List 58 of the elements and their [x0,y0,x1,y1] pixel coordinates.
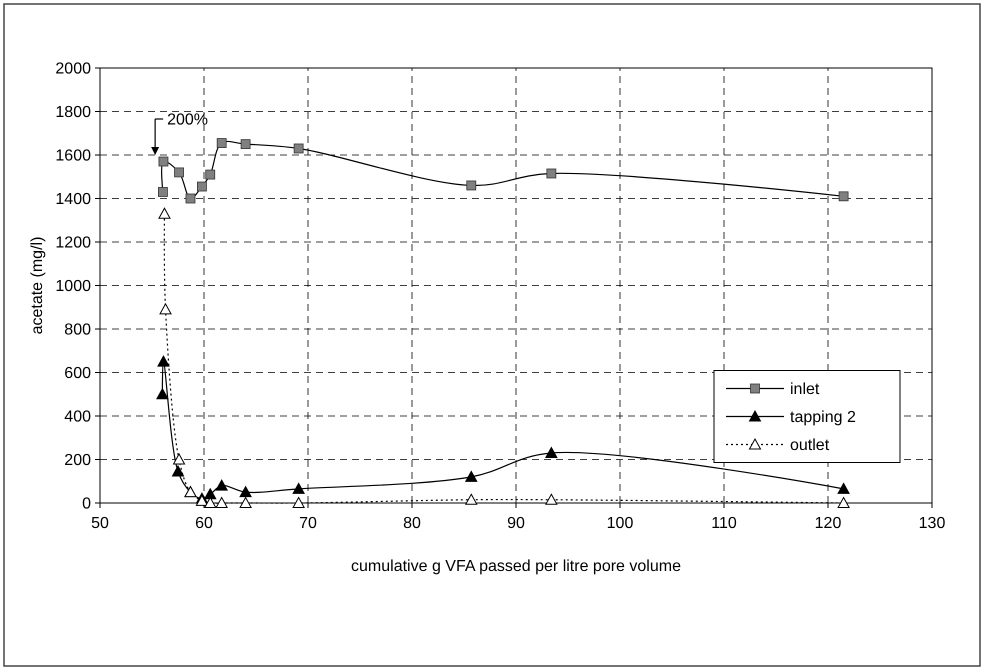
x-tick-label: 110 [711,515,737,532]
y-tick-label: 1000 [55,278,92,296]
point [156,388,168,400]
x-tick-label: 130 [918,515,946,532]
point [465,470,478,482]
x-tick-label: 120 [814,515,842,532]
legend-label: inlet [790,381,820,398]
point [172,465,184,476]
point [186,194,196,204]
y-tick-label: 1200 [55,234,92,252]
point [294,144,304,154]
point [173,454,186,464]
point [158,156,168,166]
x-tick-label: 70 [299,515,317,532]
point [216,497,228,508]
y-tick-label: 0 [82,496,92,513]
x-tick-label: 100 [606,515,634,532]
point [216,138,227,148]
y-axis-title: acetate (mg/l) [29,236,46,334]
annotation: 200% [167,112,208,129]
point [240,139,250,150]
point [174,168,184,178]
point [240,486,252,498]
x-tick-label: 90 [507,515,525,532]
y-tick-label: 2000 [55,60,92,78]
y-tick-label: 400 [64,408,92,426]
point [546,168,556,178]
point [838,482,850,494]
point [204,497,216,508]
point [466,180,476,190]
point [157,356,170,367]
point [292,497,305,508]
x-tick-label: 60 [195,515,213,532]
point [204,488,216,500]
y-tick-label: 600 [64,365,92,382]
point [465,494,478,505]
y-tick-label: 200 [64,452,92,470]
x-axis-title: cumulative g VFA passed per litre pore volume [351,558,682,575]
point [545,446,558,458]
x-tick-label: 50 [91,515,109,532]
legend-label: outlet [790,437,830,454]
point [158,208,170,219]
point [838,191,848,202]
point [160,303,172,314]
point [240,497,252,508]
point [216,480,228,491]
point [838,497,850,508]
legend-label: tapping 2 [790,409,856,426]
y-tick-label: 1800 [55,104,92,122]
y-tick-label: 800 [64,322,92,339]
point [292,482,305,494]
y-tick-label: 1400 [55,191,92,208]
point [197,182,207,192]
y-tick-label: 1600 [55,148,92,165]
x-tick-label: 80 [403,515,421,532]
point [545,494,558,505]
point [158,187,168,197]
point [205,170,216,180]
